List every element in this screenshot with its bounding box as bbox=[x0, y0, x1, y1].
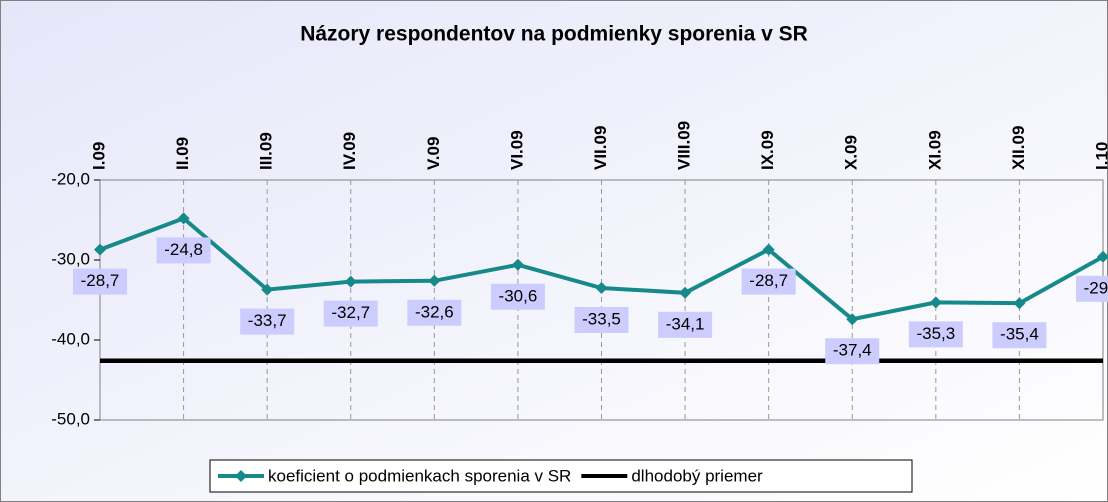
y-tick-label: -30,0 bbox=[51, 249, 90, 268]
y-tick-label: -50,0 bbox=[51, 409, 90, 428]
x-tick-label: II.09 bbox=[173, 137, 192, 170]
data-label-bg bbox=[73, 268, 127, 295]
x-tick-label: I.10 bbox=[1092, 142, 1108, 170]
legend-label: koeficient o podmienkach sporenia v SR bbox=[268, 466, 571, 485]
x-tick-label: V.09 bbox=[424, 137, 443, 170]
data-label: -32,7 bbox=[331, 303, 370, 322]
data-label: -34,1 bbox=[666, 314, 705, 333]
x-tick-label: I.09 bbox=[89, 142, 108, 170]
marker bbox=[511, 258, 524, 271]
data-label-bg bbox=[240, 308, 295, 335]
data-label: -29,6 bbox=[1084, 278, 1108, 297]
data-label-bg bbox=[992, 322, 1047, 349]
data-label: -28,7 bbox=[749, 271, 788, 290]
legend-box bbox=[209, 459, 913, 493]
data-label: -30,6 bbox=[499, 286, 538, 305]
x-tick-label: VII.09 bbox=[591, 126, 610, 170]
y-tick-label: -20,0 bbox=[51, 169, 90, 188]
data-label: -35,3 bbox=[916, 324, 955, 343]
data-label: -28,7 bbox=[81, 271, 120, 290]
marker bbox=[679, 286, 692, 299]
marker bbox=[846, 313, 859, 326]
y-tick-label: -40,0 bbox=[51, 329, 90, 348]
data-label-bg bbox=[490, 283, 545, 310]
marker bbox=[1013, 297, 1026, 310]
marker bbox=[1097, 250, 1108, 263]
marker bbox=[428, 274, 441, 287]
data-label-bg bbox=[323, 300, 378, 327]
marker bbox=[344, 275, 357, 288]
data-label: -33,7 bbox=[248, 311, 287, 330]
legend-marker bbox=[235, 470, 247, 482]
data-label: -33,5 bbox=[582, 309, 621, 328]
data-label-bg bbox=[574, 307, 629, 333]
x-tick-label: IV.09 bbox=[340, 132, 359, 170]
marker bbox=[177, 212, 190, 225]
data-label-bg bbox=[741, 268, 796, 295]
marker bbox=[929, 296, 942, 309]
legend-label: dlhodobý priemer bbox=[631, 466, 763, 485]
x-tick-label: XII.09 bbox=[1009, 126, 1028, 170]
data-label-bg bbox=[908, 321, 963, 348]
data-label-bg bbox=[825, 338, 880, 365]
data-label-bg bbox=[658, 311, 713, 338]
x-tick-label: VIII.09 bbox=[675, 121, 694, 170]
marker bbox=[595, 282, 608, 294]
data-label-bg bbox=[407, 299, 462, 326]
data-label: -37,4 bbox=[833, 341, 872, 360]
x-tick-label: XI.09 bbox=[925, 130, 944, 170]
marker bbox=[94, 243, 106, 256]
data-label-bg bbox=[1076, 275, 1108, 302]
marker bbox=[261, 283, 274, 296]
x-tick-label: IX.09 bbox=[758, 130, 777, 170]
data-label-bg bbox=[156, 237, 211, 264]
x-tick-label: VI.09 bbox=[507, 130, 526, 170]
data-label: -24,8 bbox=[164, 240, 203, 259]
x-tick-label: X.09 bbox=[842, 135, 861, 170]
data-label: -32,6 bbox=[415, 302, 454, 321]
data-label: -35,4 bbox=[1000, 325, 1039, 344]
x-tick-label: III.09 bbox=[257, 132, 276, 170]
chart-title: Názory respondentov na podmienky sporeni… bbox=[300, 23, 808, 46]
marker bbox=[762, 243, 775, 256]
